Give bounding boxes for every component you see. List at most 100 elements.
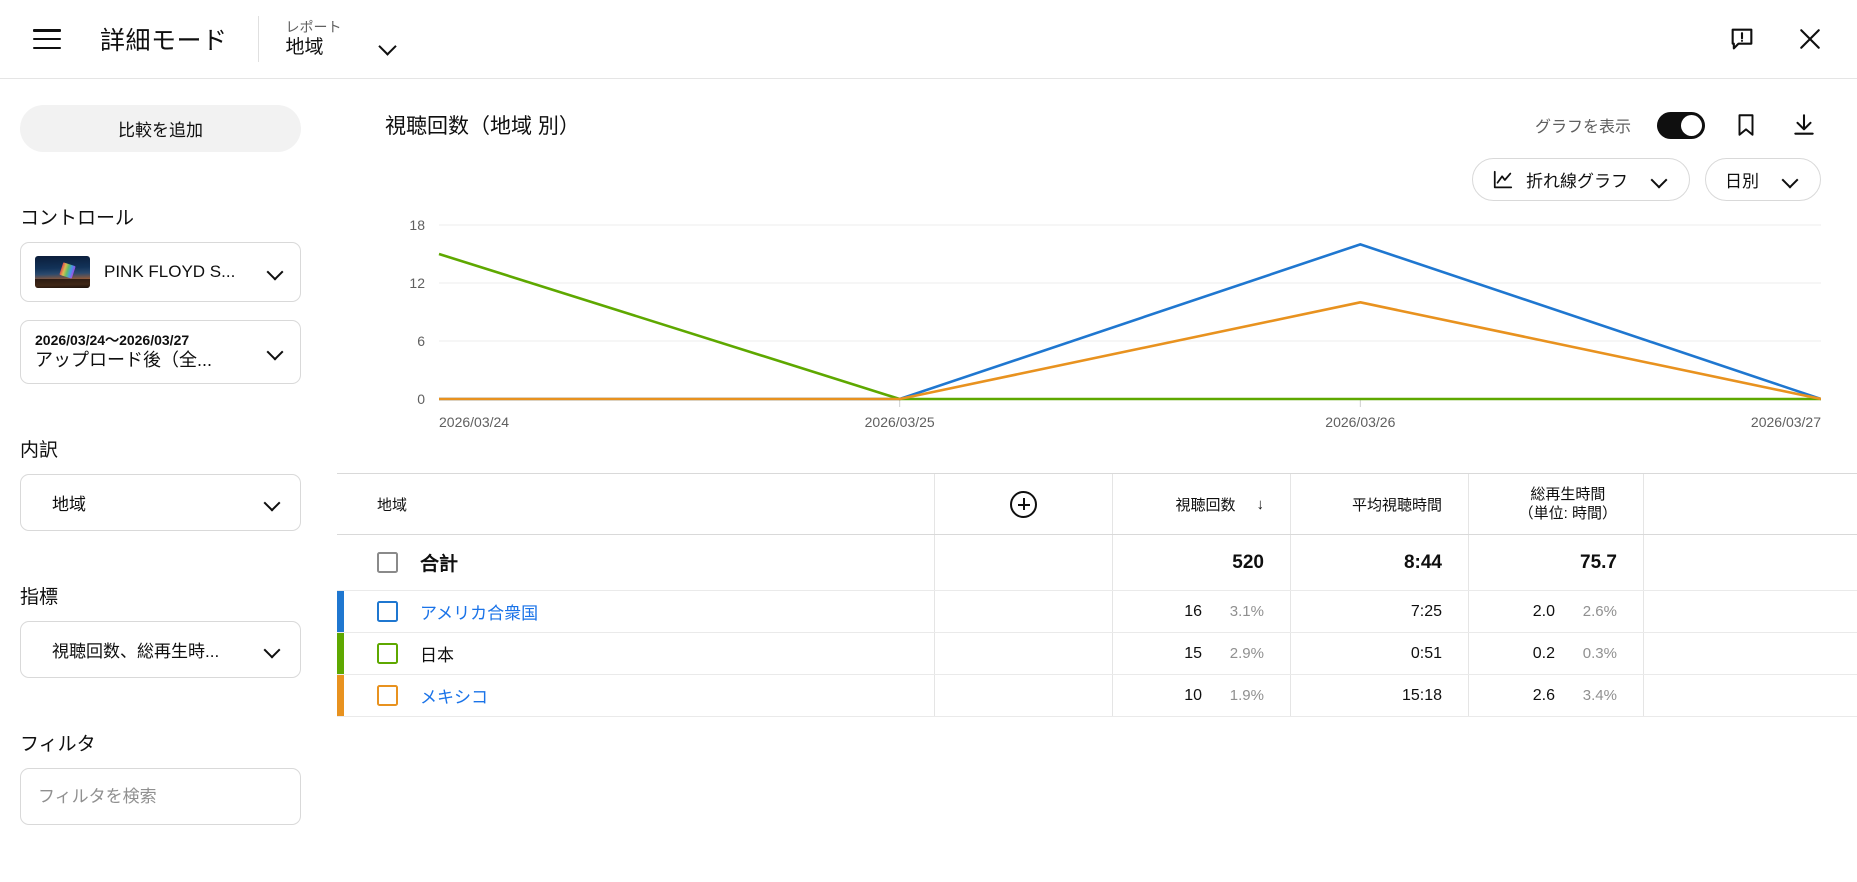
breakdown-value: 地域 xyxy=(52,495,86,514)
close-icon[interactable] xyxy=(1793,22,1827,56)
top-header: 詳細モード レポート 地域 xyxy=(0,0,1857,79)
chart-title: 視聴回数（地域 別） xyxy=(385,115,580,138)
color-bar xyxy=(337,474,344,534)
bookmark-icon[interactable] xyxy=(1729,108,1763,142)
row-views-percent: 1.9% xyxy=(1229,687,1264,704)
line-chart-icon xyxy=(1493,170,1513,188)
row-views-value: 10 xyxy=(1184,686,1202,704)
total-label: 合計 xyxy=(420,554,459,575)
header-avg-duration-label: 平均視聴時間 xyxy=(1351,496,1442,514)
chart-canvas: 0 6 12 18 2026/03/24 2026/03/25 2026/03/26 2026… xyxy=(409,217,1821,430)
line-chart: 0 6 12 18 2026/03/24 2026/03/25 2026/03/26 2026… xyxy=(385,217,1821,457)
header-watch-time-cell[interactable]: 総再生時間 （単位: 時間） xyxy=(1468,474,1643,534)
header-views-cell[interactable]: 視聴回数 ↓ xyxy=(1112,474,1290,534)
row-views-cell: 10 1.9% xyxy=(1112,675,1290,716)
total-empty-cell xyxy=(1643,535,1857,590)
row-checkbox[interactable] xyxy=(377,601,398,622)
total-region-cell: 合計 xyxy=(344,549,934,576)
svg-text:12: 12 xyxy=(409,275,425,291)
chevron-down-icon xyxy=(1781,170,1801,190)
main-content: 視聴回数（地域 別） グラフを表示 xyxy=(337,79,1857,882)
add-comparison-button[interactable]: 比較を追加 xyxy=(20,105,301,152)
color-bar xyxy=(337,535,344,590)
header-watch-time-line1: 総再生時間 xyxy=(1530,485,1606,503)
granularity-label: 日別 xyxy=(1725,172,1759,191)
controls-section-label: コントロール xyxy=(20,208,135,229)
filter-search-input[interactable] xyxy=(20,768,301,825)
table-total-row: 合計 520 8:44 75.7 xyxy=(337,535,1857,591)
row-spacer-cell xyxy=(934,633,1112,674)
header-watch-time-label: 総再生時間 （単位: 時間） xyxy=(1519,485,1617,524)
header-views-label: 視聴回数 xyxy=(1175,496,1236,514)
row-views-value: 15 xyxy=(1184,644,1202,662)
video-selector[interactable]: PINK FLOYD S... xyxy=(20,242,301,302)
row-checkbox[interactable] xyxy=(377,685,398,706)
chart-type-selector[interactable]: 折れ線グラフ xyxy=(1472,158,1690,201)
total-checkbox[interactable] xyxy=(377,552,398,573)
date-range-selector[interactable]: 2026/03/24〜2026/03/27 アップロード後（全... xyxy=(20,320,301,384)
granularity-selector[interactable]: 日別 xyxy=(1705,158,1821,201)
chevron-down-icon xyxy=(1650,170,1670,190)
row-empty-cell xyxy=(1643,675,1857,716)
row-views-cell: 16 3.1% xyxy=(1112,591,1290,632)
svg-text:2026/03/27: 2026/03/27 xyxy=(1751,414,1821,430)
row-watch-value: 0.2 xyxy=(1532,644,1555,662)
video-selector-label: PINK FLOYD S... xyxy=(104,262,236,281)
table-row[interactable]: メキシコ 10 1.9% 15:18 2.6 3.4% xyxy=(337,675,1857,717)
row-views-value: 16 xyxy=(1184,602,1202,620)
row-avg-cell: 7:25 xyxy=(1290,591,1468,632)
row-empty-cell xyxy=(1643,633,1857,674)
add-column-icon[interactable] xyxy=(1010,490,1037,518)
header-avg-duration-cell[interactable]: 平均視聴時間 xyxy=(1290,474,1468,534)
metric-value: 視聴回数、総再生時... xyxy=(52,642,220,661)
header-watch-time-line2: （単位: 時間） xyxy=(1518,505,1617,522)
row-region-label[interactable]: メキシコ xyxy=(420,688,488,707)
row-watch-percent: 0.3% xyxy=(1582,645,1617,662)
add-column-cell xyxy=(934,474,1112,534)
total-watch-cell: 75.7 xyxy=(1468,535,1643,590)
filter-section-label: フィルタ xyxy=(20,734,96,755)
metric-section-label: 指標 xyxy=(20,587,59,608)
header-empty-cell xyxy=(1643,474,1857,534)
row-region-cell: アメリカ合衆国 xyxy=(344,599,934,624)
date-range-value: 2026/03/24〜2026/03/27 xyxy=(35,331,190,348)
row-watch-cell: 0.2 0.3% xyxy=(1468,633,1643,674)
row-avg-value: 0:51 xyxy=(1410,644,1442,662)
row-color-bar xyxy=(337,675,344,716)
hamburger-menu-icon[interactable] xyxy=(33,29,61,49)
total-views-cell: 520 xyxy=(1112,535,1290,590)
chevron-down-icon xyxy=(266,342,286,362)
row-color-bar xyxy=(337,591,344,632)
svg-text:2026/03/26: 2026/03/26 xyxy=(1325,414,1395,430)
feedback-icon[interactable] xyxy=(1725,22,1759,56)
row-avg-value: 7:25 xyxy=(1410,602,1442,620)
breakdown-section-label: 内訳 xyxy=(20,440,59,461)
page-title: 詳細モード xyxy=(100,27,228,55)
row-avg-cell: 0:51 xyxy=(1290,633,1468,674)
video-thumbnail xyxy=(35,256,90,288)
row-empty-cell xyxy=(1643,591,1857,632)
table-row[interactable]: 日本 15 2.9% 0:51 0.2 0.3% xyxy=(337,633,1857,675)
table-header-row: 地域 視聴回数 ↓ 平均視聴時間 総再生時間 （単位: 時間） xyxy=(337,473,1857,535)
report-label: レポート xyxy=(285,19,342,36)
row-region-cell: 日本 xyxy=(344,641,934,666)
row-watch-value: 2.6 xyxy=(1532,686,1555,704)
chevron-down-icon xyxy=(378,35,400,57)
chart-toolbar: 折れ線グラフ 日別 xyxy=(337,142,1857,201)
row-watch-value: 2.0 xyxy=(1532,602,1555,620)
download-icon[interactable] xyxy=(1787,108,1821,142)
show-graph-toggle[interactable] xyxy=(1657,111,1705,139)
table-row[interactable]: アメリカ合衆国 16 3.1% 7:25 2.0 2.6% xyxy=(337,591,1857,633)
row-color-bar xyxy=(337,633,344,674)
breakdown-selector[interactable]: 地域 xyxy=(20,474,301,531)
sort-descending-icon: ↓ xyxy=(1256,495,1265,513)
chart-header: 視聴回数（地域 別） グラフを表示 xyxy=(337,79,1857,142)
row-region-label[interactable]: アメリカ合衆国 xyxy=(420,604,539,623)
svg-text:0: 0 xyxy=(417,391,425,407)
total-avg-cell: 8:44 xyxy=(1290,535,1468,590)
report-selector[interactable]: レポート 地域 xyxy=(286,19,400,59)
row-checkbox[interactable] xyxy=(377,643,398,664)
row-region-label: 日本 xyxy=(420,646,454,665)
metric-selector[interactable]: 視聴回数、総再生時... xyxy=(20,621,301,678)
